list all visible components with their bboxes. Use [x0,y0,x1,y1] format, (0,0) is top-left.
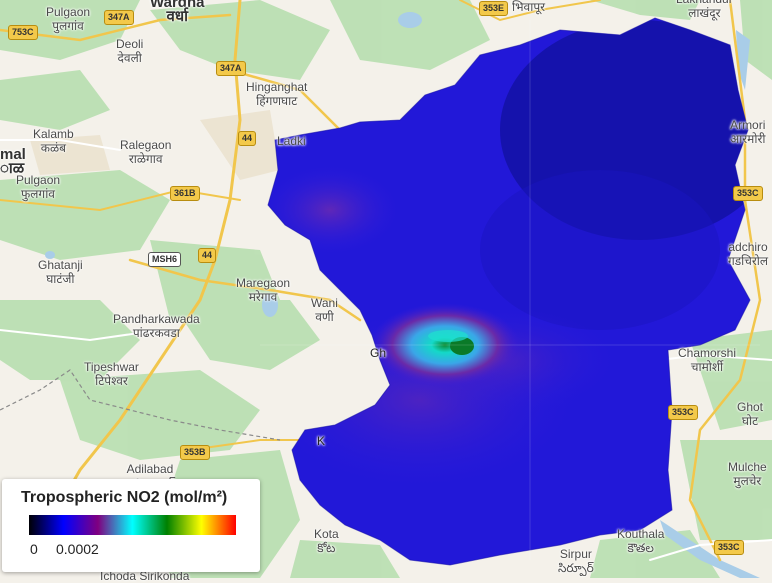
road-shield-353c: 353C [714,540,744,555]
road-shield-347a: 347A [104,10,134,25]
state-boundary [0,369,281,441]
place-label-armori: Armori आरमोरी [730,118,766,146]
place-label-kouthala: Kouthala కౌతల [617,527,665,555]
place-label-ladki: Ladki [277,134,306,148]
water-bodies [45,12,760,578]
place-label-kalamb: Kalamb कळंब [33,127,74,155]
road-shield-msh6: MSH6 [148,252,182,267]
road-shield-44: 44 [238,131,257,146]
legend-title: Tropospheric NO2 (mol/m²) [21,489,228,506]
no2-region-outline [267,17,751,566]
legend-min-label: 0 [30,541,38,557]
road-shield-353e: 353E [479,1,509,16]
place-label-wardha: Wardha वर्धा [150,0,205,25]
place-label-pulgaon-top: Pulgaon पुलगांव [46,5,91,33]
road-shield-353c: 353C [733,186,763,201]
place-label-mal: mal ाळ [0,146,26,177]
place-label-deoli: Deoli देवली [116,37,144,65]
place-label-wani: Wani वणी [311,296,338,324]
road-shield-361b: 361B [170,186,200,201]
place-label-k: K [317,434,326,448]
raster-tile-seams [260,20,760,560]
road-shield-44: 44 [198,248,217,263]
place-label-lakhandur: Lakhandur लाखंदूर [676,0,733,20]
place-label-maregaon: Maregaon मरेगाव [236,276,291,304]
place-label-gadchiroli: adchiro गडचिरोल [728,240,769,268]
road-shield-353c: 353C [668,405,698,420]
place-label-sirpur: Sirpur సిర్పూర్ [558,547,594,575]
place-label-kota: Kota కోట [314,527,339,555]
legend-color-ramp [29,515,236,535]
place-label-gh: Gh [370,346,387,360]
place-label-ghatanji: Ghatanji घाटंजी [38,258,83,286]
place-label-hinganghat: Hinganghat हिंगणघाट [246,80,308,108]
road-shield-753c: 753C [8,25,38,40]
place-label-ralegaon: Ralegaon राळेगाव [120,138,172,166]
place-label-chamorshi: Chamorshi चामोर्शी [678,346,737,374]
legend-max-label: 0.0002 [56,541,99,557]
place-label-pulgaon-left: Pulgaon फुलगांव [16,173,61,201]
place-label-tipeshwar: Tipeshwar टिपेश्वर [84,360,139,388]
place-label-bhivapur: भिवापूर [512,0,546,14]
place-label-pandharkawada: Pandharkawada पांढरकवडा [113,312,200,340]
road-shield-347a: 347A [216,61,246,76]
place-label-ghot: Ghot घोट [737,400,764,428]
place-label-mulchera: Mulche मुलचेर [728,460,767,488]
road-shield-353b: 353B [180,445,210,460]
legend-panel: Tropospheric NO2 (mol/m²) 0 0.0002 [2,479,260,572]
